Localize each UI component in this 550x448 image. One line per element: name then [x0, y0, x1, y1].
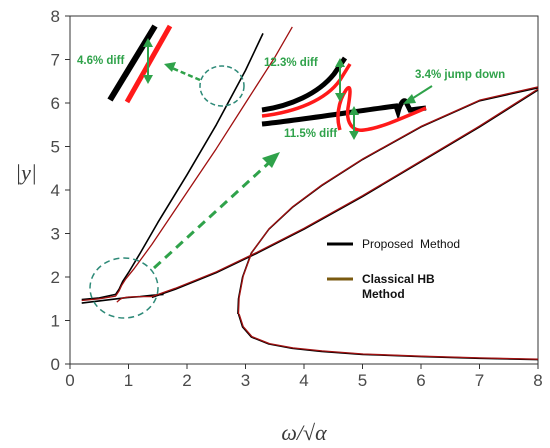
zoom-circle-low [89, 257, 159, 319]
y-tick-label: 1 [51, 312, 60, 331]
inset-right-diff-upper-head-up [335, 58, 345, 67]
y-tick-label: 7 [51, 51, 60, 70]
zoom-circle-high [199, 65, 245, 107]
inset-top-black-line [107, 24, 158, 102]
inset-right-diff-lower-head-up [349, 106, 359, 115]
series-line-1-2 [151, 88, 539, 298]
series-layer [81, 26, 539, 361]
series-line-0-0 [81, 33, 264, 301]
inset-right-black-lower [261, 98, 427, 127]
series-line-1-3 [237, 86, 539, 315]
x-axis-label: ω/√α [281, 420, 327, 445]
legend-label-classical-line2: Method [362, 287, 405, 301]
series-line-1-4 [238, 313, 539, 360]
y-tick-label: 6 [51, 94, 60, 113]
inset-right-black-curve [261, 56, 348, 113]
jump-arrow-head [403, 94, 416, 104]
x-tick-label: 8 [533, 371, 542, 390]
x-tick-label: 5 [358, 371, 367, 390]
inset-top-diff-arrow-head-up [143, 38, 153, 47]
annotation-jump-down: 3.4% jump down [415, 69, 505, 81]
y-tick-label: 3 [51, 225, 60, 244]
zoom-arrow-low-head [262, 152, 280, 168]
annotation-11-5-diff: 11.5% diff [284, 128, 337, 140]
inset-right-diff-upper-head-down [335, 93, 345, 102]
inset-right-diff-lower-head-down [349, 131, 359, 140]
inset-top-diff-arrow-head-down [143, 75, 153, 84]
series-line-1-0 [81, 26, 293, 302]
legend-label-classical-line1: Classical HB [362, 272, 435, 286]
series-classical [81, 26, 539, 360]
series-line-0-2 [151, 89, 539, 299]
y-tick-label: 4 [51, 181, 60, 200]
zoom-arrow-high-head [164, 62, 176, 72]
y-axis-label: |y| [15, 160, 37, 185]
x-tick-label: 6 [416, 371, 425, 390]
legend: Proposed Method Classical HB Method [327, 237, 460, 301]
legend-label-proposed: Proposed Method [362, 237, 460, 251]
x-tick-label: 3 [241, 371, 250, 390]
zoom-annotations [89, 62, 280, 319]
inset-right-red-lower [336, 86, 427, 132]
axes: 0 1 2 3 4 5 6 7 8 0 1 2 3 4 5 6 7 8 ω/√α |y| [15, 7, 543, 445]
x-tick-label: 0 [65, 371, 74, 390]
y-tick-label: 8 [51, 7, 60, 26]
annotation-12-3-diff: 12.3% diff [264, 57, 318, 69]
inset-jump-region: 12.3% diff 3.4% jump down 11.5% diff [261, 56, 505, 140]
zoom-arrow-high [171, 66, 201, 82]
zoom-arrow-low [152, 158, 274, 270]
series-line-1-1 [116, 295, 152, 303]
y-tick-label: 0 [51, 355, 60, 374]
x-tick-label: 4 [299, 371, 308, 390]
inset-upper-branch: 4.6% diff [77, 24, 173, 104]
y-tick-label: 5 [51, 138, 60, 157]
y-tick-label: 2 [51, 268, 60, 287]
x-tick-label: 7 [475, 371, 484, 390]
x-tick-label: 1 [124, 371, 133, 390]
legend-label-classical: Classical HB Method [362, 272, 438, 301]
jump-arrow [409, 85, 433, 101]
annotation-4-6-diff: 4.6% diff [77, 55, 124, 67]
x-tick-label: 2 [182, 371, 191, 390]
